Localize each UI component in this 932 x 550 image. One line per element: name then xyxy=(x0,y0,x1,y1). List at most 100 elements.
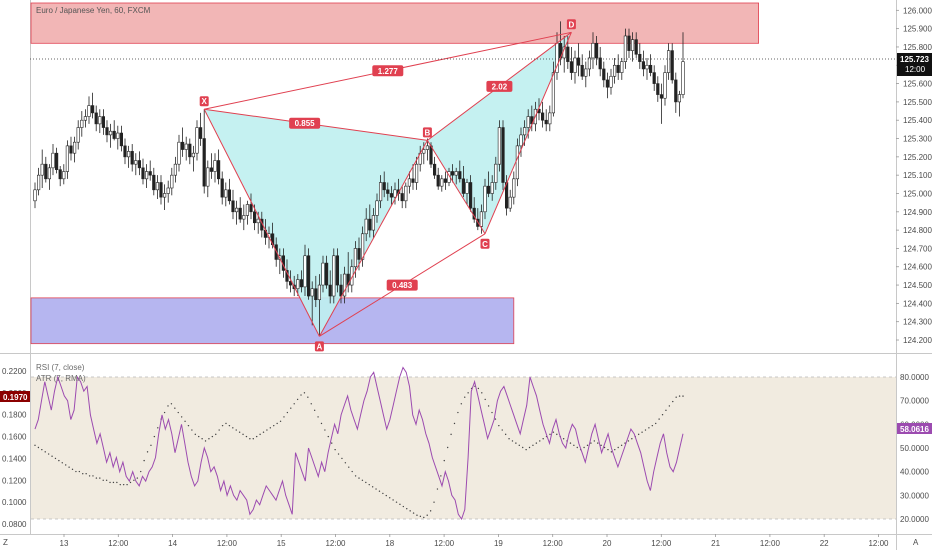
candle-bull xyxy=(166,187,170,194)
candle-bear xyxy=(220,178,224,198)
atr-dot xyxy=(215,433,217,436)
bc-leg[interactable] xyxy=(426,140,486,235)
atr-dot xyxy=(522,446,524,449)
atr-dot xyxy=(460,403,463,405)
atr-dot xyxy=(334,448,336,451)
candle-bull xyxy=(62,171,66,180)
atr-dot xyxy=(672,400,674,403)
corner-right-a[interactable]: A xyxy=(913,538,919,547)
atr-series xyxy=(34,385,684,519)
rsi-tick-label: 40.0000 xyxy=(900,468,929,477)
corner-left-z[interactable]: Z xyxy=(3,538,8,547)
candle-bear xyxy=(458,171,462,180)
candle-bear xyxy=(602,68,606,81)
atr-dot xyxy=(324,429,326,431)
rsi-tick-label: 20.0000 xyxy=(900,515,929,524)
pattern-ratio-labels: 1.277 0.855 2.02 0.483 xyxy=(289,65,513,291)
cd-leg[interactable] xyxy=(484,32,572,234)
atr-dot xyxy=(354,475,357,477)
candle-bear xyxy=(152,174,156,191)
atr-dot xyxy=(228,424,231,427)
point-a-badge xyxy=(314,341,324,352)
price-tick-label: 125.100 xyxy=(903,171,932,180)
atr-dot xyxy=(365,481,367,484)
candle-bull xyxy=(612,64,617,77)
price-tick-label: 125.000 xyxy=(903,189,932,198)
time-tick-label: 18 xyxy=(385,539,394,548)
candle-bear xyxy=(400,193,404,202)
atr-dot xyxy=(198,435,200,438)
atr-dot xyxy=(283,416,285,418)
atr-dot xyxy=(313,409,316,412)
candle-bear xyxy=(91,105,95,114)
candle-bull xyxy=(414,163,419,183)
rsi-series xyxy=(34,366,684,521)
xa-leg[interactable] xyxy=(203,109,320,337)
candle-bull xyxy=(465,182,469,194)
atr-dot xyxy=(358,477,360,479)
atr-dot xyxy=(122,483,125,486)
atr-tick-label: 0.1000 xyxy=(2,498,27,507)
ac-ratio-badge xyxy=(386,279,418,291)
candle-bear xyxy=(576,57,581,66)
atr-dot xyxy=(368,483,370,486)
candle-bull xyxy=(494,163,498,183)
candle-bear xyxy=(594,42,599,59)
demand-zone xyxy=(30,297,515,345)
time-axis[interactable]: 13 12:00 14 12:00 15 12:00 18 12:00 19 12:00 20 12:… xyxy=(60,534,890,548)
candle-bear xyxy=(314,288,318,301)
xd-ratio: 1.277 xyxy=(378,67,399,76)
atr-label: ATR (7, RMA) xyxy=(36,374,86,383)
atr-dot xyxy=(102,479,104,481)
candle-bear xyxy=(253,211,257,224)
point-x-label: X xyxy=(202,97,208,106)
candle-bear xyxy=(368,218,372,231)
candle-bear xyxy=(443,178,448,183)
atr-dot xyxy=(518,444,520,447)
candle-bull xyxy=(551,72,555,114)
atr-dot xyxy=(344,462,347,464)
ab-leg[interactable] xyxy=(318,140,428,337)
candle-bear xyxy=(357,248,361,260)
atr-dot xyxy=(484,398,486,401)
atr-dot xyxy=(303,392,306,394)
atr-dot xyxy=(620,444,623,447)
atr-dot xyxy=(590,442,592,444)
candle-bear xyxy=(202,138,206,187)
candle-bull xyxy=(173,163,178,176)
candle-bear xyxy=(659,94,663,99)
atr-dot xyxy=(348,466,350,468)
candle-bear xyxy=(616,64,620,73)
atr-dot xyxy=(341,457,343,460)
atr-dot xyxy=(187,424,190,427)
atr-dot xyxy=(617,446,619,449)
candle-bull xyxy=(73,141,77,154)
price-tick-label: 124.800 xyxy=(903,226,932,235)
candle-bull xyxy=(184,143,188,150)
atr-dot xyxy=(211,435,214,438)
candle-bear xyxy=(199,127,203,139)
atr-dot xyxy=(644,429,647,431)
candle-bear xyxy=(544,119,548,125)
atr-dot xyxy=(194,433,196,436)
candle-bull xyxy=(163,193,167,198)
atr-dot xyxy=(170,403,173,405)
time-tick-label: 12:00 xyxy=(325,539,346,548)
current-price-badge: 125.723 12:00 xyxy=(897,53,932,76)
candle-bear xyxy=(69,145,73,154)
atr-dot xyxy=(419,515,422,518)
atr-dot xyxy=(504,433,507,436)
candle-bear xyxy=(324,262,329,286)
candle-bull xyxy=(317,284,322,301)
candle-bear xyxy=(656,83,660,95)
price-tick-label: 124.900 xyxy=(903,208,932,217)
candle-bear xyxy=(411,178,415,183)
atr-dot xyxy=(446,446,449,449)
candle-bull xyxy=(490,182,494,194)
atr-dot xyxy=(85,473,87,475)
candle-bear xyxy=(181,141,185,150)
candle-bear xyxy=(670,50,674,81)
candle-bear xyxy=(159,182,163,198)
point-x-badge xyxy=(199,96,209,107)
